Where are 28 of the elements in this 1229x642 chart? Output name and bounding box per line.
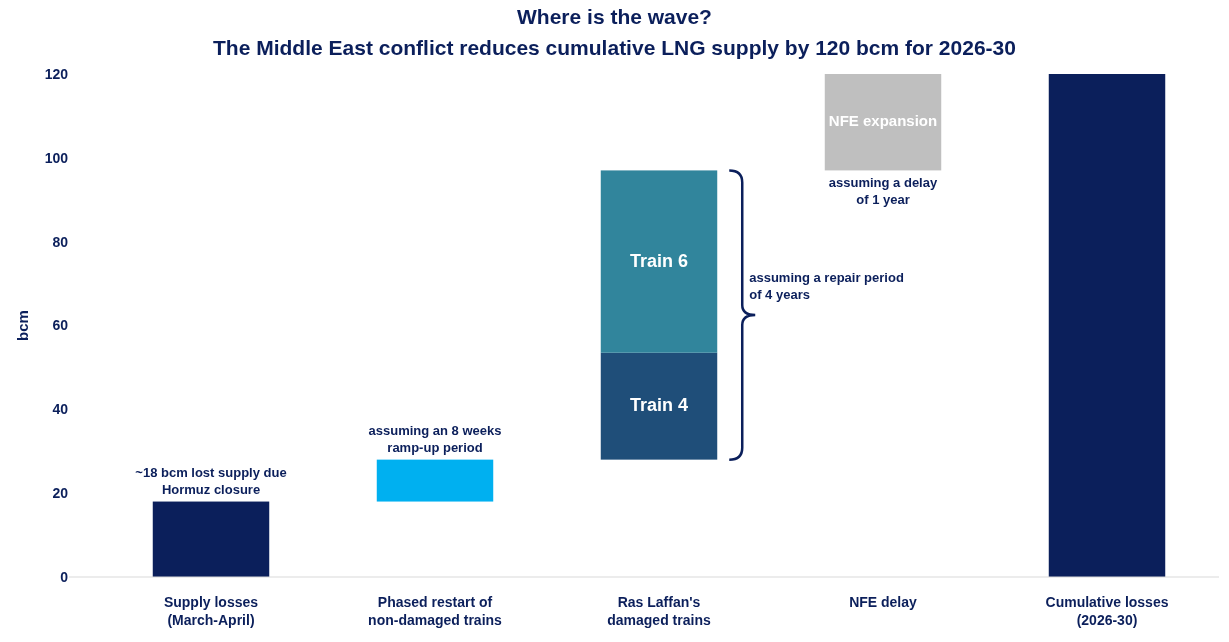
x-tick-label: Supply losses (March-April) bbox=[163, 594, 259, 628]
y-axis-title: bcm bbox=[14, 310, 31, 341]
chart-title: Where is the wave? bbox=[517, 5, 712, 28]
x-tick-label: Cumulative losses (2026-30) bbox=[1045, 594, 1169, 628]
annotation: Train 6 bbox=[629, 250, 689, 271]
y-tick-label: 40 bbox=[52, 401, 69, 418]
x-tick-label: NFE delay bbox=[849, 594, 918, 610]
annotation: Train 4 bbox=[629, 394, 689, 415]
annotation: NFE expansion bbox=[828, 112, 938, 130]
x-tick-label: Ras Laffan's damaged trains bbox=[607, 594, 711, 628]
annotation: assuming a repair period of 4 years bbox=[749, 269, 904, 302]
annotation: ~18 bcm lost supply due Hormuz closure bbox=[135, 464, 287, 497]
y-tick-label: 60 bbox=[52, 317, 69, 334]
bar bbox=[600, 170, 718, 353]
bar bbox=[824, 74, 942, 171]
bar bbox=[600, 352, 718, 460]
y-tick-label: 20 bbox=[52, 485, 69, 502]
bar bbox=[376, 459, 494, 502]
bar bbox=[1048, 74, 1166, 577]
y-tick-label: 0 bbox=[60, 568, 69, 585]
x-tick-label: Phased restart of non-damaged trains bbox=[368, 594, 503, 628]
y-tick-label: 80 bbox=[52, 233, 69, 250]
bar bbox=[152, 501, 270, 577]
chart-subtitle: The Middle East conflict reduces cumulative LNG supply by 120 bcm for 2026-30 bbox=[213, 36, 1016, 59]
y-tick-label: 100 bbox=[44, 149, 69, 166]
annotation: assuming an 8 weeks ramp-up period bbox=[368, 422, 502, 455]
y-tick-label: 120 bbox=[44, 65, 69, 82]
annotation: assuming a delay of 1 year bbox=[828, 175, 938, 208]
